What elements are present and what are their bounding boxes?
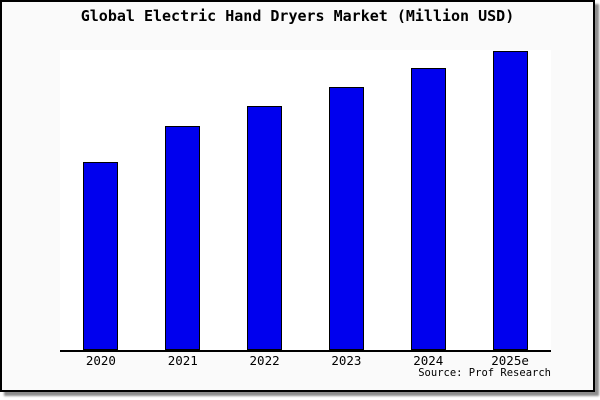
- x-tick-label-2023: 2023: [331, 353, 362, 368]
- bar-2025e: [492, 51, 528, 350]
- x-tick-label-2024: 2024: [413, 353, 444, 368]
- x-tick-label-2022: 2022: [249, 353, 280, 368]
- bar-2023: [328, 87, 364, 350]
- chart-frame: Global Electric Hand Dryers Market (Mill…: [0, 0, 595, 392]
- bar-2021: [165, 126, 201, 350]
- plot-area: [60, 50, 551, 352]
- x-tick-label-2020: 2020: [85, 353, 116, 368]
- x-tick-label-2021: 2021: [167, 353, 198, 368]
- source-note: Source: Prof Research: [418, 367, 551, 379]
- bar-2024: [410, 68, 446, 350]
- chart-title: Global Electric Hand Dryers Market (Mill…: [80, 7, 515, 25]
- x-tick-label-2025e: 2025e: [491, 353, 529, 368]
- bar-2022: [247, 106, 283, 350]
- bar-2020: [83, 162, 119, 350]
